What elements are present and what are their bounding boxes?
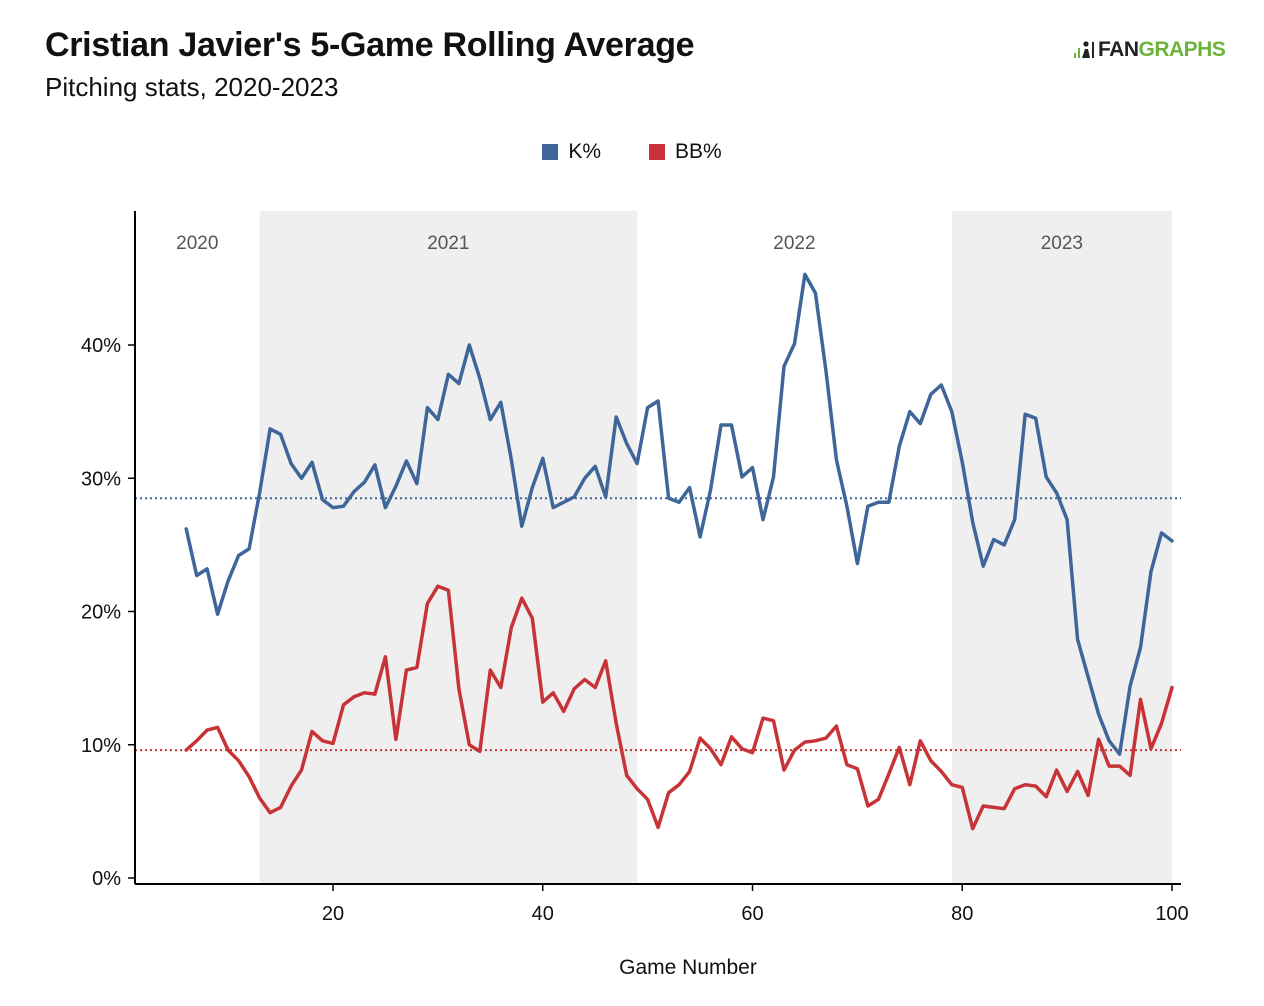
logo-text-graphs: GRAPHS — [1138, 38, 1226, 61]
legend-item-k: K% — [542, 140, 601, 164]
season-label-2022: 2022 — [773, 233, 815, 254]
series-line-k — [184, 272, 1174, 756]
legend-swatch-bb — [649, 144, 665, 160]
season-label-2020: 2020 — [176, 233, 218, 254]
reference-lines — [135, 497, 1181, 752]
y-tick-label: 40% — [81, 335, 121, 357]
y-tick-label: 0% — [92, 868, 121, 890]
legend-label-k: K% — [568, 140, 601, 163]
y-tick-label: 10% — [81, 735, 121, 757]
series-lines — [184, 272, 1174, 831]
x-tick-label: 100 — [1155, 903, 1188, 925]
season-label-2021: 2021 — [427, 233, 469, 254]
legend-item-bb: BB% — [649, 140, 722, 164]
season-band-2021 — [259, 211, 638, 884]
series-line-bb — [184, 584, 1174, 831]
logo-text-fan: FAN — [1098, 38, 1139, 61]
y-tick-label: 20% — [81, 602, 121, 624]
chart-legend: K% BB% — [0, 140, 1264, 164]
y-tick-label: 30% — [81, 468, 121, 490]
x-axis-title: Game Number — [619, 956, 757, 979]
chart-title: Cristian Javier's 5-Game Rolling Average — [45, 26, 695, 64]
chart-subtitle: Pitching stats, 2020-2023 — [45, 72, 339, 102]
x-tick-label: 20 — [322, 903, 344, 925]
fangraphs-logo: FAN GRAPHS — [1074, 38, 1226, 62]
fangraphs-logo-icon — [1074, 40, 1096, 60]
legend-swatch-k — [542, 144, 559, 160]
season-band-2023 — [951, 211, 1172, 884]
legend-label-bb: BB% — [675, 140, 722, 163]
x-tick-label: 40 — [532, 903, 554, 925]
x-tick-label: 60 — [741, 903, 763, 925]
season-label-2023: 2023 — [1041, 233, 1083, 254]
x-tick-label: 80 — [951, 903, 973, 925]
axes: 0% 10% 20% 30% 40% 20 40 60 80 100 — [81, 211, 1189, 925]
season-shading — [259, 211, 1172, 884]
season-labels: 2020 2021 2022 2023 — [176, 233, 1083, 254]
